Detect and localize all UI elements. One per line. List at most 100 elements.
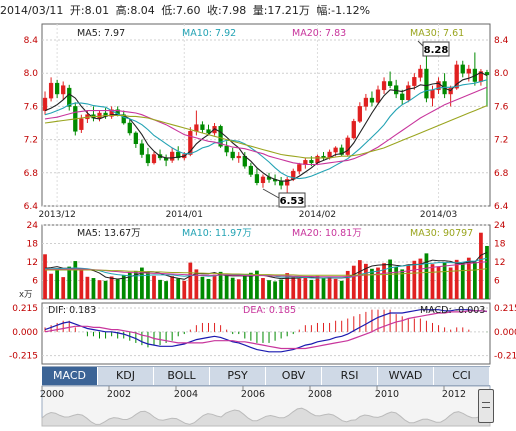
tab-cci[interactable]: CCI [434, 367, 490, 385]
tab-psy[interactable]: PSY [210, 367, 266, 385]
candle-body [309, 160, 314, 164]
candle [345, 135, 350, 157]
price-tick-left: 7.2 [24, 136, 38, 146]
volume-bar [472, 261, 477, 299]
volume-bar [418, 258, 423, 299]
candle [351, 118, 356, 140]
macd-panel: 0.215 0.215 0.000 0.000 -0.215 -0.215 DIF: 0.… [9, 302, 516, 365]
price-tick-right: 7.2 [494, 136, 508, 146]
volume-unit: x万 [19, 290, 33, 300]
price-panel: 8.4 8.4 8.0 8.0 7.6 7.6 7.2 7.2 6.8 6.8 6.4 6.4 201… [24, 23, 509, 220]
quote-header: 2014/03/11 开:8.01 高:8.04 低:7.60 收:7.98 量… [0, 0, 516, 22]
candle [151, 152, 157, 165]
candle-body [254, 174, 260, 184]
volume-bar [285, 273, 290, 299]
candle-body [430, 89, 435, 99]
volume-bar [351, 265, 356, 299]
vol-legend-ma30: MA30: 90797 [410, 228, 473, 239]
tab-wvad[interactable]: WVAD [378, 367, 434, 385]
candle-body [357, 106, 362, 122]
macd-legend-dea: DEA: 0.185 [243, 305, 296, 316]
macd-tick-left: 0.000 [12, 328, 38, 338]
volume-bar [230, 277, 235, 299]
volume-bar [424, 253, 429, 299]
volume-bar [394, 266, 399, 299]
candle-body [188, 131, 193, 155]
volume-bar [267, 280, 271, 299]
volume-bar [321, 278, 326, 299]
volume-bar [406, 264, 411, 299]
volume-bar [333, 278, 338, 299]
candle-body [375, 89, 381, 103]
macd-tick-right: -0.215 [494, 352, 516, 362]
candle-body [127, 122, 132, 134]
candle [224, 141, 229, 157]
volume-bar [303, 277, 308, 299]
macd-legend-macd: MACD: -0.003 [420, 305, 485, 316]
timeline-navigator[interactable]: 2000 2002 2004 2006 2008 2010 2012 [40, 385, 491, 427]
candle-body [333, 147, 338, 153]
volume-bar [466, 257, 471, 299]
candle-body [48, 82, 54, 99]
volume-bar [79, 270, 84, 299]
tab-macd[interactable]: MACD [42, 367, 98, 385]
candle [48, 77, 54, 102]
candle [369, 91, 375, 107]
volume-bar [376, 267, 380, 299]
macd-panel-frame [41, 302, 491, 365]
quote-change: 幅:-1.12% [316, 4, 371, 17]
volume-bar [297, 278, 302, 299]
volume-bar [261, 278, 265, 299]
candle-body [133, 132, 138, 145]
dea-line [44, 310, 488, 350]
timeline-year-label: 2008 [308, 389, 332, 400]
price-tick-left: 6.4 [24, 202, 39, 212]
date-tick-label: 2013/12 [38, 210, 75, 220]
candle [285, 176, 290, 196]
price-x-axis: 2013/12 2014/01 2014/02 2014/03 [38, 210, 457, 220]
tab-obv[interactable]: OBV [266, 367, 322, 385]
volume-bar [85, 276, 90, 299]
price-tick-left: 8.0 [24, 69, 39, 79]
timeline-year-label: 2000 [40, 389, 64, 400]
tab-rsi[interactable]: RSI [322, 367, 378, 385]
volume-bar [345, 270, 350, 299]
legend-ma30: MA30: 7.61 [410, 28, 464, 39]
volume-bar [236, 279, 241, 299]
tab-boll[interactable]: BOLL [154, 367, 210, 385]
quote-close: 收:7.98 [207, 4, 247, 17]
timeline-year-label: 2010 [375, 389, 399, 400]
candle-body [97, 112, 102, 119]
candle [206, 124, 211, 136]
volume-tick-left: 12 [27, 258, 38, 268]
volume-bar [49, 273, 53, 299]
timeline-range-handle[interactable] [478, 389, 494, 423]
volume-tick-right: 24 [494, 221, 506, 231]
candle-body [345, 137, 350, 155]
tab-kdj[interactable]: KDJ [98, 367, 154, 385]
candle [109, 106, 114, 119]
candle [400, 89, 405, 105]
ma-line-ma10 [44, 79, 488, 180]
volume-legend: MA5: 13.67万 MA10: 11.97万 MA20: 10.81万 MA… [77, 228, 473, 239]
volume-bar [224, 275, 229, 299]
low-marker-leader [262, 188, 280, 199]
price-tick-right: 6.4 [494, 202, 509, 212]
candle-body [194, 124, 199, 132]
candle-body [369, 97, 375, 103]
volume-bar [248, 272, 253, 299]
volume-bar [200, 276, 205, 299]
vol-legend-ma5: MA5: 13.67万 [77, 228, 141, 239]
date-tick-label: 2014/02 [299, 210, 336, 220]
low-marker-label: 6.53 [280, 196, 305, 207]
candle-body [139, 143, 145, 155]
macd-tick-right: 0.000 [494, 328, 516, 338]
candle [254, 168, 260, 186]
timeline-year-label: 2012 [442, 389, 466, 400]
quote-low: 低:7.60 [161, 4, 201, 17]
candle [61, 81, 66, 100]
candle-body [200, 124, 205, 130]
volume-bar [479, 232, 483, 299]
volume-bar [109, 276, 114, 299]
